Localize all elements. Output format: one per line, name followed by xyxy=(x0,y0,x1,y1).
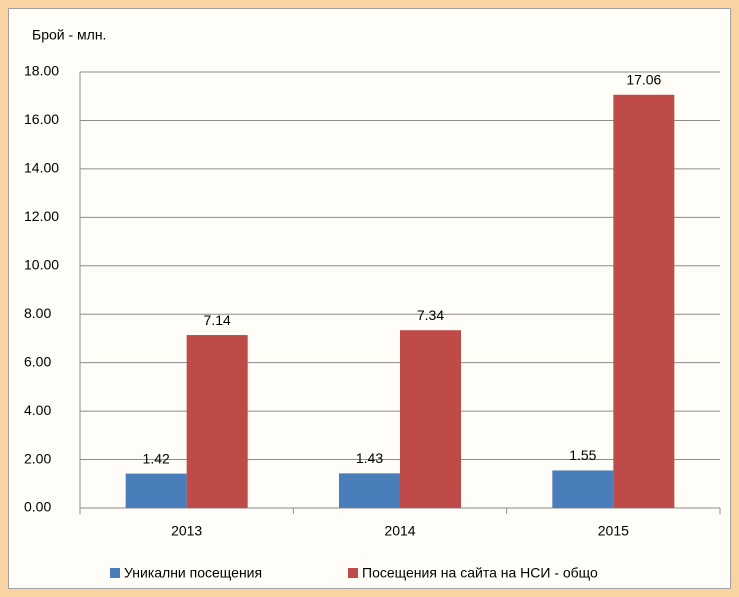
value-label: 7.34 xyxy=(417,307,444,323)
value-label: 1.43 xyxy=(356,450,383,466)
y-tick-label: 12.00 xyxy=(24,208,59,224)
x-tick-label: 2014 xyxy=(384,523,415,539)
y-tick-label: 18.00 xyxy=(24,63,59,79)
y-axis-label: Брой - млн. xyxy=(32,27,106,43)
y-tick-label: 10.00 xyxy=(24,256,59,272)
bar xyxy=(613,94,675,508)
legend-swatch xyxy=(110,568,120,578)
y-tick-label: 4.00 xyxy=(24,402,51,418)
bar xyxy=(400,330,462,508)
legend-swatch xyxy=(348,568,358,578)
y-tick-label: 2.00 xyxy=(24,450,51,466)
value-label: 1.55 xyxy=(569,447,596,463)
bar xyxy=(125,473,187,508)
x-tick-label: 2013 xyxy=(171,523,202,539)
y-tick-label: 16.00 xyxy=(24,111,59,127)
x-tick-label: 2015 xyxy=(598,523,629,539)
y-tick-label: 8.00 xyxy=(24,305,51,321)
value-label: 17.06 xyxy=(626,71,661,87)
bar xyxy=(338,473,400,508)
bar xyxy=(552,470,614,508)
bar xyxy=(186,335,248,508)
legend-label: Уникални посещения xyxy=(124,565,262,581)
y-tick-label: 0.00 xyxy=(24,499,51,515)
value-label: 1.42 xyxy=(143,450,170,466)
y-tick-label: 6.00 xyxy=(24,353,51,369)
legend-label: Посещения на сайта на НСИ - общо xyxy=(362,565,598,581)
value-label: 7.14 xyxy=(204,312,231,328)
y-tick-label: 14.00 xyxy=(24,160,59,176)
